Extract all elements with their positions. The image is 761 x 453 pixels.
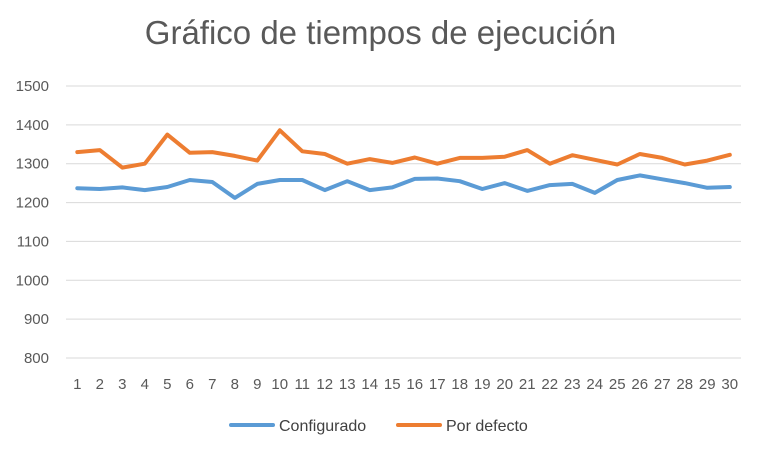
x-tick-label: 19 [474,376,491,393]
x-tick-label: 11 [294,376,310,393]
x-tick-label: 27 [654,376,671,393]
y-tick-label: 800 [24,350,49,367]
y-tick-label: 1400 [16,117,49,134]
y-tick-label: 1500 [16,78,49,95]
x-tick-label: 28 [676,376,693,393]
x-tick-label: 10 [271,376,288,393]
x-tick-label: 22 [541,376,558,393]
legend-label: Configurado [279,418,366,435]
x-tick-label: 7 [208,376,216,393]
x-tick-label: 1 [73,376,81,393]
x-tick-label: 29 [699,376,716,393]
x-tick-label: 8 [231,376,239,393]
x-tick-label: 23 [564,376,581,393]
x-tick-label: 2 [96,376,104,393]
y-tick-label: 1100 [17,233,49,250]
chart-title: Gráfico de tiempos de ejecución [144,14,617,51]
x-tick-label: 5 [163,376,171,393]
x-tick-label: 17 [429,376,446,393]
x-tick-label: 6 [186,376,194,393]
x-tick-label: 3 [118,376,126,393]
x-tick-label: 13 [339,376,356,393]
x-tick-label: 21 [519,376,536,393]
y-tick-label: 900 [24,311,49,328]
y-tick-label: 1300 [16,156,49,173]
x-tick-label: 16 [406,376,423,393]
x-tick-label: 18 [451,376,468,393]
x-tick-label: 14 [361,376,378,393]
y-tick-label: 1000 [16,272,49,289]
series-line-configurado [75,173,732,200]
legend-label: Por defecto [446,418,528,435]
x-tick-label: 15 [384,376,401,393]
x-tick-label: 25 [609,376,626,393]
x-tick-label: 26 [631,376,648,393]
series-line-por-defecto [75,128,732,170]
x-tick-label: 4 [141,376,149,393]
x-tick-label: 24 [586,376,603,393]
x-tick-label: 30 [721,376,738,393]
x-tick-label: 20 [496,376,513,393]
x-tick-label: 12 [316,376,333,393]
x-tick-label: 9 [253,376,261,393]
y-tick-label: 1200 [16,195,49,212]
